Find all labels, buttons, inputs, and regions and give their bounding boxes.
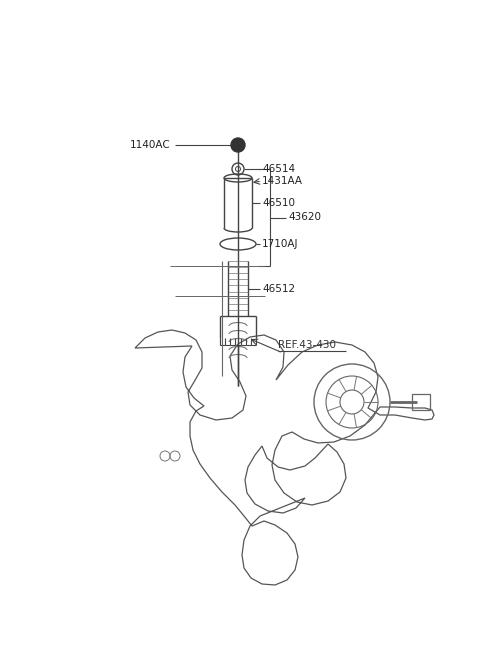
Text: 46510: 46510 xyxy=(262,198,295,208)
Circle shape xyxy=(231,138,245,152)
Text: 46514: 46514 xyxy=(262,164,295,174)
Text: 1431AA: 1431AA xyxy=(262,176,303,186)
Text: REF.43-430: REF.43-430 xyxy=(278,340,336,350)
Text: 43620: 43620 xyxy=(288,213,321,222)
Text: 46512: 46512 xyxy=(262,284,295,294)
Text: 1140AC: 1140AC xyxy=(130,140,171,150)
Text: 1710AJ: 1710AJ xyxy=(262,239,299,249)
Bar xyxy=(412,394,430,410)
